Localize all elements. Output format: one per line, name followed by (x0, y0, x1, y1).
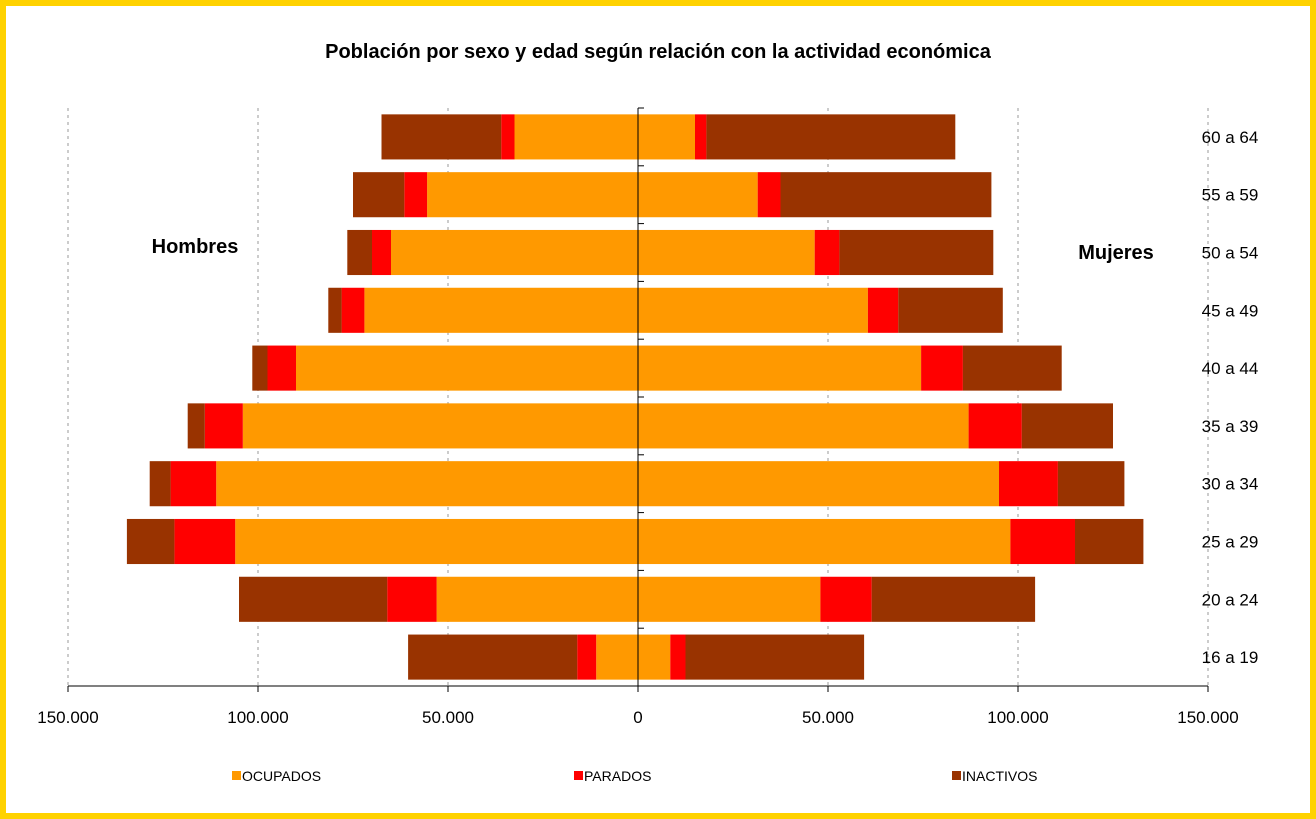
bar-hombres-parados (387, 576, 437, 622)
bar-hombres-parados (267, 345, 296, 391)
bar-hombres-ocupados (242, 403, 639, 449)
bar-hombres-inactivos (328, 287, 342, 333)
bar-hombres-ocupados (216, 461, 638, 507)
bar-mujeres-ocupados (638, 287, 868, 333)
bar-hombres-parados (174, 518, 236, 565)
bar-hombres-inactivos (187, 403, 205, 449)
bar-hombres-parados (404, 172, 428, 218)
bar-hombres-ocupados (296, 345, 638, 391)
x-tick-label: 100.000 (987, 708, 1048, 727)
bar-mujeres-inactivos (898, 287, 1003, 333)
category-label: 25 a 29 (1202, 533, 1259, 552)
bar-mujeres-ocupados (638, 229, 815, 276)
bar-hombres-ocupados (596, 634, 638, 680)
grid (67, 108, 1209, 686)
bar-hombres-ocupados (514, 114, 638, 160)
bar-mujeres-inactivos (780, 172, 992, 218)
bar-mujeres-parados (921, 345, 963, 391)
bar-mujeres-ocupados (638, 634, 671, 680)
legend-swatch-inactivos (952, 771, 961, 780)
bars (126, 114, 1144, 680)
legend: OCUPADOS PARADOS INACTIVOS (232, 768, 1037, 784)
bar-hombres-ocupados (364, 287, 638, 333)
bar-hombres-parados (341, 287, 365, 333)
bar-hombres-ocupados (235, 518, 638, 565)
category-label: 45 a 49 (1202, 301, 1259, 320)
bar-hombres-inactivos (353, 172, 405, 218)
x-tick-label: 100.000 (227, 708, 288, 727)
bar-mujeres-ocupados (638, 403, 969, 449)
bar-mujeres-parados (867, 287, 899, 333)
bar-mujeres-parados (757, 172, 781, 218)
bar-mujeres-inactivos (839, 229, 994, 276)
left-label-hombres: Hombres (152, 236, 239, 258)
x-tick-label: 50.000 (802, 708, 854, 727)
bar-mujeres-parados (670, 634, 686, 680)
bar-hombres-ocupados (436, 576, 638, 622)
category-label: 30 a 34 (1202, 475, 1259, 494)
legend-label-parados: PARADOS (584, 768, 651, 784)
category-label: 16 a 19 (1202, 648, 1259, 667)
bar-mujeres-inactivos (871, 576, 1036, 622)
bar-mujeres-ocupados (638, 576, 821, 622)
bar-hombres-inactivos (347, 229, 372, 276)
bar-mujeres-parados (999, 461, 1058, 507)
bar-mujeres-inactivos (1057, 461, 1125, 507)
category-label: 35 a 39 (1202, 417, 1259, 436)
bar-hombres-inactivos (408, 634, 578, 680)
bar-mujeres-inactivos (685, 634, 865, 680)
x-tick-label: 150.000 (1177, 708, 1238, 727)
chart-title: Población por sexo y edad según relación… (325, 41, 992, 63)
bar-mujeres-ocupados (638, 461, 999, 507)
category-label: 60 a 64 (1202, 128, 1259, 147)
bar-mujeres-ocupados (638, 345, 922, 391)
bar-hombres-ocupados (427, 172, 638, 218)
category-label: 50 a 54 (1202, 244, 1259, 263)
bar-hombres-parados (501, 114, 515, 160)
category-label: 20 a 24 (1202, 590, 1259, 609)
bar-hombres-inactivos (149, 461, 171, 507)
x-tick-label: 0 (633, 708, 642, 727)
legend-label-inactivos: INACTIVOS (962, 768, 1037, 784)
bar-hombres-ocupados (391, 229, 638, 276)
legend-label-ocupados: OCUPADOS (242, 768, 321, 784)
category-label: 55 a 59 (1202, 186, 1259, 205)
bar-mujeres-parados (814, 229, 840, 276)
bar-mujeres-ocupados (638, 518, 1011, 565)
bar-mujeres-ocupados (638, 114, 695, 160)
bar-hombres-parados (372, 229, 391, 276)
bar-hombres-parados (170, 461, 217, 507)
bar-hombres-inactivos (381, 114, 502, 160)
bar-mujeres-inactivos (1021, 403, 1113, 449)
bar-hombres-parados (204, 403, 243, 449)
category-label: 40 a 44 (1202, 359, 1259, 378)
axes: 16 a 19 20 a 24 25 a 29 30 a 34 35 a 39 40 a … (37, 107, 1259, 727)
bar-mujeres-ocupados (638, 172, 758, 218)
right-label-mujeres: Mujeres (1078, 242, 1154, 264)
legend-swatch-parados (574, 771, 583, 780)
bar-hombres-parados (577, 634, 597, 680)
bar-mujeres-parados (1010, 518, 1075, 565)
bar-mujeres-inactivos (1075, 518, 1144, 565)
legend-swatch-ocupados (232, 771, 241, 780)
bar-hombres-inactivos (252, 345, 268, 391)
bar-mujeres-inactivos (962, 345, 1062, 391)
bar-mujeres-parados (968, 403, 1022, 449)
bar-hombres-inactivos (239, 576, 388, 622)
x-tick-label: 150.000 (37, 708, 98, 727)
bar-mujeres-parados (695, 114, 707, 160)
bar-hombres-inactivos (126, 518, 175, 565)
x-tick-label: 50.000 (422, 708, 474, 727)
bar-mujeres-parados (820, 576, 872, 622)
bar-mujeres-inactivos (706, 114, 956, 160)
